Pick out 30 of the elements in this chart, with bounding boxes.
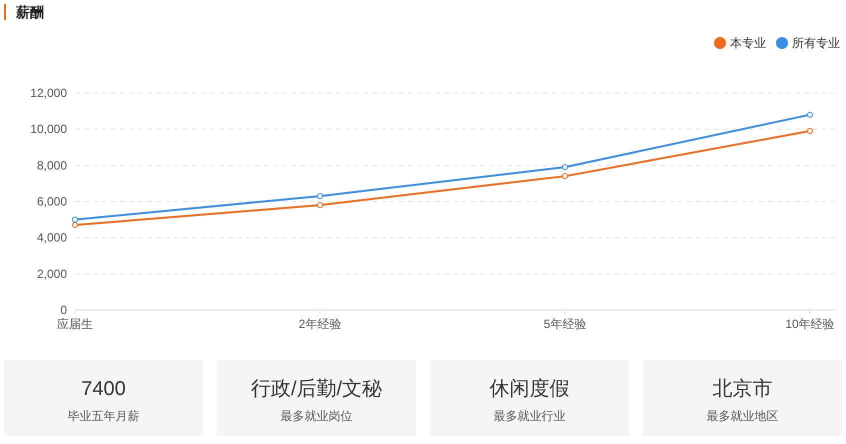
point xyxy=(562,173,568,180)
x-tick-label: 10年经验 xyxy=(785,317,835,331)
y-tick-label: 6,000 xyxy=(36,194,68,208)
x-tick-label: 5年经验 xyxy=(544,317,586,331)
y-tick-label: 10,000 xyxy=(30,122,68,136)
text: 毕业五年月薪 xyxy=(68,409,140,423)
point xyxy=(72,216,78,223)
point xyxy=(807,128,813,134)
point xyxy=(317,202,323,208)
text: 最多就业岗位 xyxy=(280,409,352,423)
text: 行政/后勤/文秘 xyxy=(250,378,382,400)
y-tick-label: 0 xyxy=(60,303,68,317)
x-tick-label: 2年经验 xyxy=(298,317,342,331)
text: 休闲度假 xyxy=(490,378,570,400)
x-tick-label: 应届生 xyxy=(57,317,93,331)
legend-label: 本专业 xyxy=(730,36,766,50)
point xyxy=(562,164,568,170)
y-tick-label: 4,000 xyxy=(36,230,68,245)
chart-title: 薪酬 xyxy=(15,4,44,20)
point xyxy=(317,193,323,200)
text: 最多就业行业 xyxy=(494,409,566,423)
text: 7400 xyxy=(81,378,126,400)
text: 最多就业地区 xyxy=(706,409,778,423)
point xyxy=(807,112,813,118)
legend-label: 所有专业 xyxy=(792,36,840,50)
point xyxy=(72,222,78,228)
y-tick-label: 2,000 xyxy=(36,266,68,281)
text: 北京市 xyxy=(712,378,772,400)
y-tick-label: 8,000 xyxy=(36,158,68,172)
y-tick-label: 12,000 xyxy=(30,86,68,100)
